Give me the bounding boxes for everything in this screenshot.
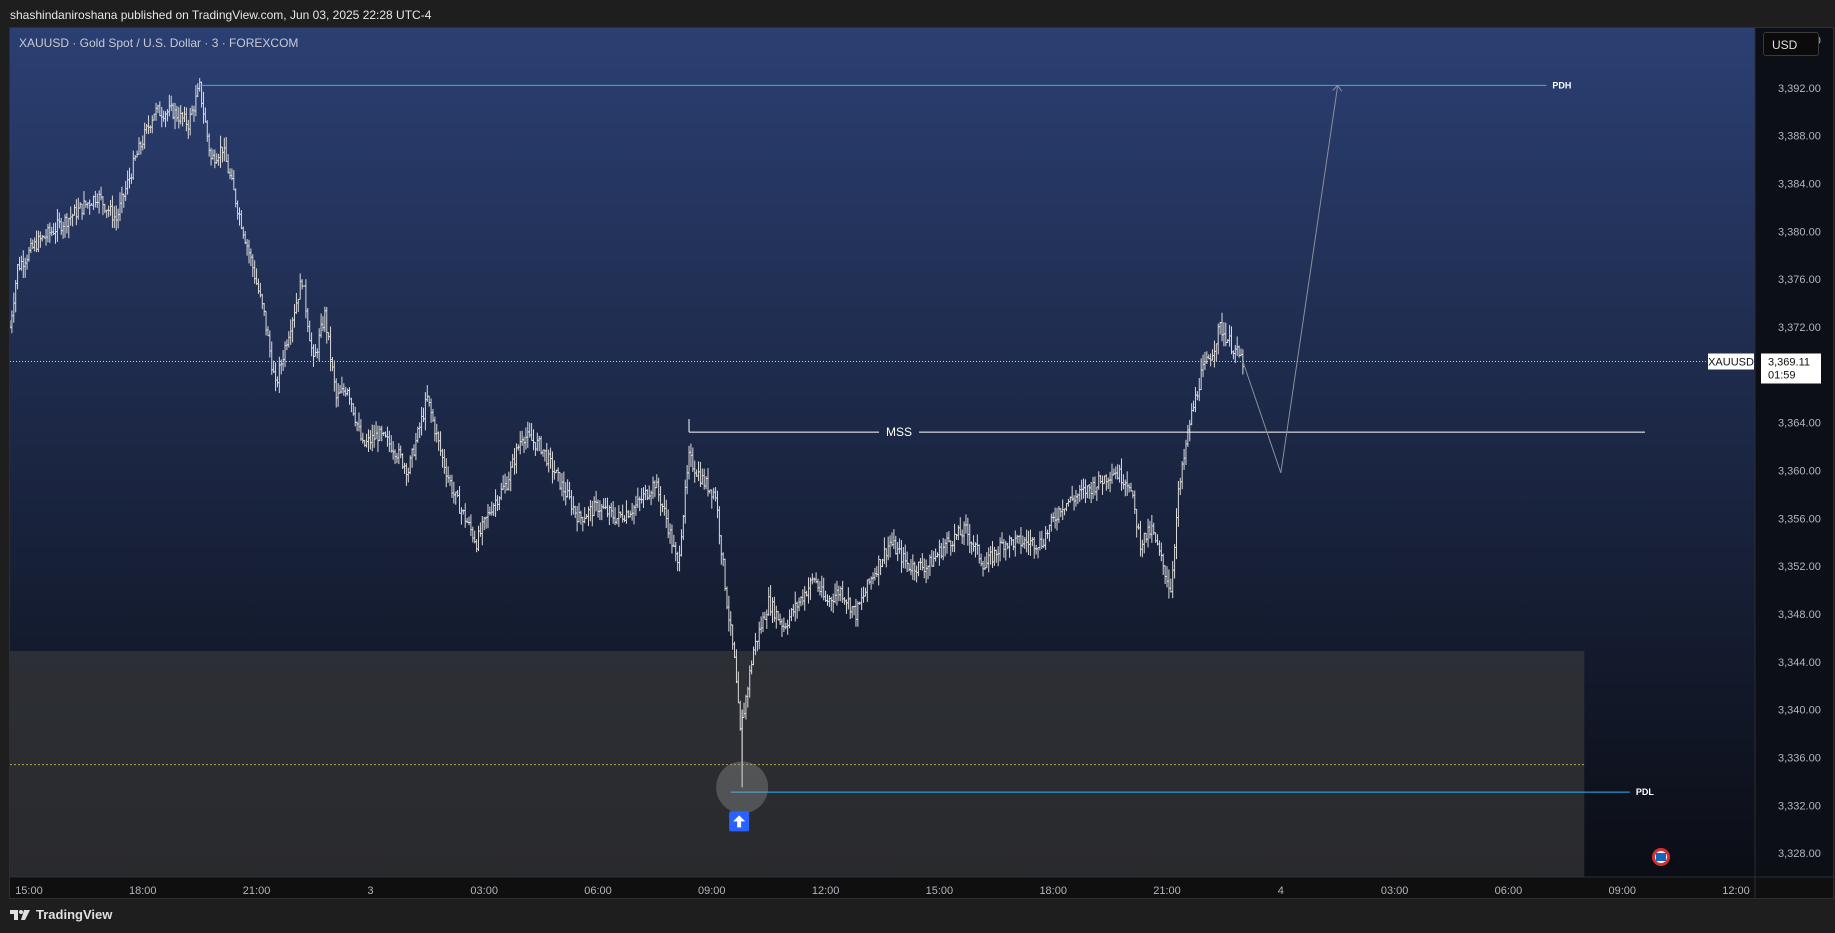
symbol-tag [1708,353,1754,370]
price-scale-background [1755,28,1833,898]
x-tick-label: 21:00 [1153,885,1181,897]
symbol-title: XAUUSD · Gold Spot / U.S. Dollar · 3 · F… [19,36,299,50]
footer-bar: TradingView [0,899,1835,933]
time-scale-background [10,877,1833,898]
x-tick-label: 03:00 [470,885,498,897]
x-tick-label: 06:00 [584,885,612,897]
projection-arrowhead [1332,84,1343,92]
y-tick-label: 3,388.00 [1778,131,1821,143]
y-tick-label: 3,348.00 [1778,609,1821,621]
published-text: shashindaniroshana published on TradingV… [10,8,432,22]
y-tick-label: 3,376.00 [1778,274,1821,286]
y-tick-label: 3,364.00 [1778,418,1821,430]
y-tick-label: 3,352.00 [1778,561,1821,573]
y-tick-label: 3,392.00 [1778,83,1821,95]
y-tick-label: 3,336.00 [1778,752,1821,764]
y-tick-label: 3,332.00 [1778,800,1821,812]
y-tick-label: 3,372.00 [1778,322,1821,334]
pdl-label: PDL [1636,787,1655,797]
liquidity-zone [10,650,1585,877]
currency-button[interactable]: USD [1763,32,1819,56]
x-tick-label: 15:00 [15,885,43,897]
last-price-label: 3,369.11 [1768,357,1810,369]
y-tick-label: 3,344.00 [1778,657,1821,669]
y-tick-label: 3,356.00 [1778,513,1821,525]
us-flag-event-icon-field [1656,853,1666,861]
tradingview-logo-icon [10,909,30,920]
y-tick-label: 3,384.00 [1778,178,1821,190]
x-tick-label: 09:00 [698,885,726,897]
x-tick-label: 09:00 [1608,885,1636,897]
low-marker [716,761,769,814]
symbol-tag-label: XAUUSD [1708,357,1754,369]
up-arrow-icon [733,815,746,828]
x-tick-label: 21:00 [243,885,271,897]
x-tick-label: 03:00 [1381,885,1409,897]
projection-path [1242,85,1339,473]
published-header: shashindaniroshana published on TradingV… [0,0,1835,27]
brand-label: TradingView [36,907,113,922]
x-tick-label: 18:00 [1039,885,1067,897]
y-tick-label: 3,328.00 [1778,848,1821,860]
x-tick-label: 18:00 [129,885,157,897]
x-tick-label: 06:00 [1495,885,1523,897]
countdown-label: 01:59 [1768,370,1796,382]
tradingview-logo[interactable]: TradingView [10,907,112,922]
y-tick-label: 3,360.00 [1778,465,1821,477]
mss-label: MSS [886,425,912,439]
x-tick-label: 4 [1278,885,1284,897]
last-price-tag [1761,353,1821,384]
y-tick-label: 3,380.00 [1778,226,1821,238]
pdh-label: PDH [1552,80,1571,90]
x-tick-label: 12:00 [812,885,840,897]
x-tick-label: 15:00 [926,885,954,897]
y-tick-label: 3,340.00 [1778,705,1821,717]
x-tick-label: 12:00 [1722,885,1750,897]
x-tick-label: 3 [367,885,373,897]
